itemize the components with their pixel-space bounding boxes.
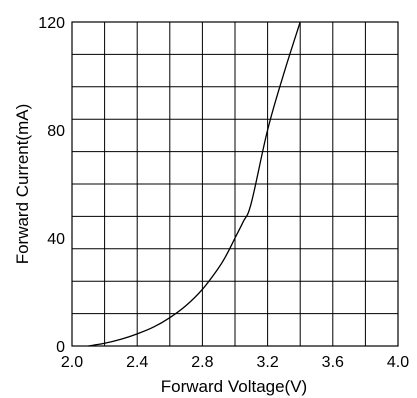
y-tick-labels: 0 40 80 120 xyxy=(38,15,65,356)
series-line-0 xyxy=(88,21,301,347)
y-tick-label: 40 xyxy=(47,231,65,248)
y-axis-title: Forward Current(mA) xyxy=(13,104,32,265)
y-tick-label: 0 xyxy=(56,339,65,356)
x-axis-title: Forward Voltage(V) xyxy=(161,377,307,396)
y-tick-label: 80 xyxy=(47,123,65,140)
y-tick-label: 120 xyxy=(38,15,65,32)
x-tick-label: 2.0 xyxy=(61,354,83,371)
series-layer xyxy=(88,21,301,347)
x-tick-label: 2.4 xyxy=(126,354,148,371)
x-tick-labels: 2.0 2.4 2.8 3.2 3.6 4.0 xyxy=(61,354,409,371)
plot-border xyxy=(71,21,399,347)
grid xyxy=(72,22,398,346)
x-tick-label: 3.2 xyxy=(256,354,278,371)
plot-frame xyxy=(71,21,399,347)
x-tick-label: 3.6 xyxy=(322,354,344,371)
x-tick-label: 4.0 xyxy=(387,354,409,371)
x-tick-label: 2.8 xyxy=(191,354,213,371)
